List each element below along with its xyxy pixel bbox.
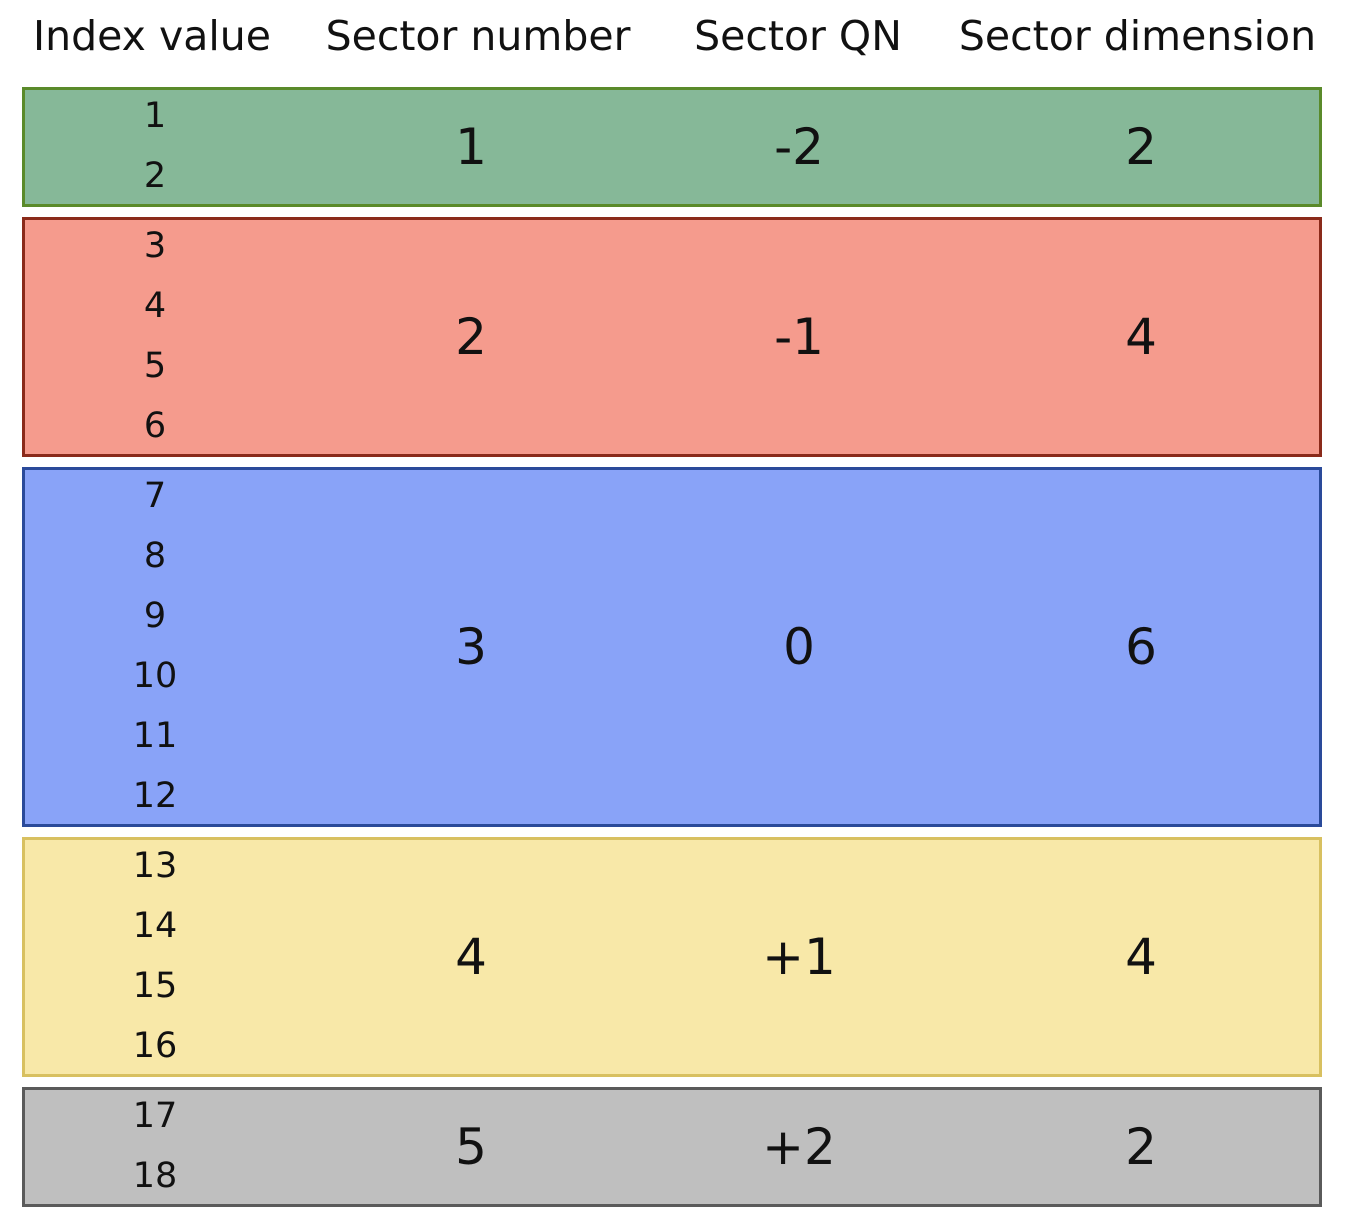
index-value: 5 — [143, 346, 167, 386]
sector-3: 7 8 9 10 11 12 3 0 6 — [22, 467, 1322, 827]
header-sector-dimension: Sector dimension — [958, 12, 1317, 60]
sector-qn: -2 — [774, 118, 824, 176]
sector-dimension: 2 — [1125, 1118, 1157, 1176]
index-value: 17 — [132, 1096, 178, 1136]
index-value: 6 — [143, 406, 167, 446]
index-value: 12 — [132, 776, 178, 816]
index-value: 14 — [132, 906, 178, 946]
sector-4: 13 14 15 16 4 +1 4 — [22, 837, 1322, 1077]
table-header: Index value Sector number Sector QN Sect… — [0, 8, 1350, 64]
index-value: 3 — [143, 226, 167, 266]
sector-qn: 0 — [783, 618, 815, 676]
header-index-value: Index value — [33, 12, 271, 60]
index-value: 11 — [132, 716, 178, 756]
index-value: 8 — [143, 536, 167, 576]
sector-dimension: 6 — [1125, 618, 1157, 676]
sector-number: 5 — [455, 1118, 487, 1176]
sector-5: 17 18 5 +2 2 — [22, 1087, 1322, 1207]
index-value: 4 — [143, 286, 167, 326]
index-value: 15 — [132, 966, 178, 1006]
header-sector-qn: Sector QN — [694, 12, 902, 60]
sector-dimension: 4 — [1125, 928, 1157, 986]
sector-qn: +2 — [762, 1118, 836, 1176]
index-value: 9 — [143, 596, 167, 636]
sector-qn: -1 — [774, 308, 824, 366]
sector-number: 3 — [455, 618, 487, 676]
index-value: 1 — [143, 96, 167, 136]
header-sector-number: Sector number — [325, 12, 631, 60]
sector-2: 3 4 5 6 2 -1 4 — [22, 217, 1322, 457]
index-value: 2 — [143, 156, 167, 196]
sector-qn: +1 — [762, 928, 836, 986]
index-value: 18 — [132, 1156, 178, 1196]
index-value: 16 — [132, 1026, 178, 1066]
sector-1: 1 2 1 -2 2 — [22, 87, 1322, 207]
index-value: 13 — [132, 846, 178, 886]
index-value: 10 — [132, 656, 178, 696]
sector-dimension: 2 — [1125, 118, 1157, 176]
sector-dimension: 4 — [1125, 308, 1157, 366]
sector-number: 2 — [455, 308, 487, 366]
sector-number: 1 — [455, 118, 487, 176]
sector-number: 4 — [455, 928, 487, 986]
index-value: 7 — [143, 476, 167, 516]
